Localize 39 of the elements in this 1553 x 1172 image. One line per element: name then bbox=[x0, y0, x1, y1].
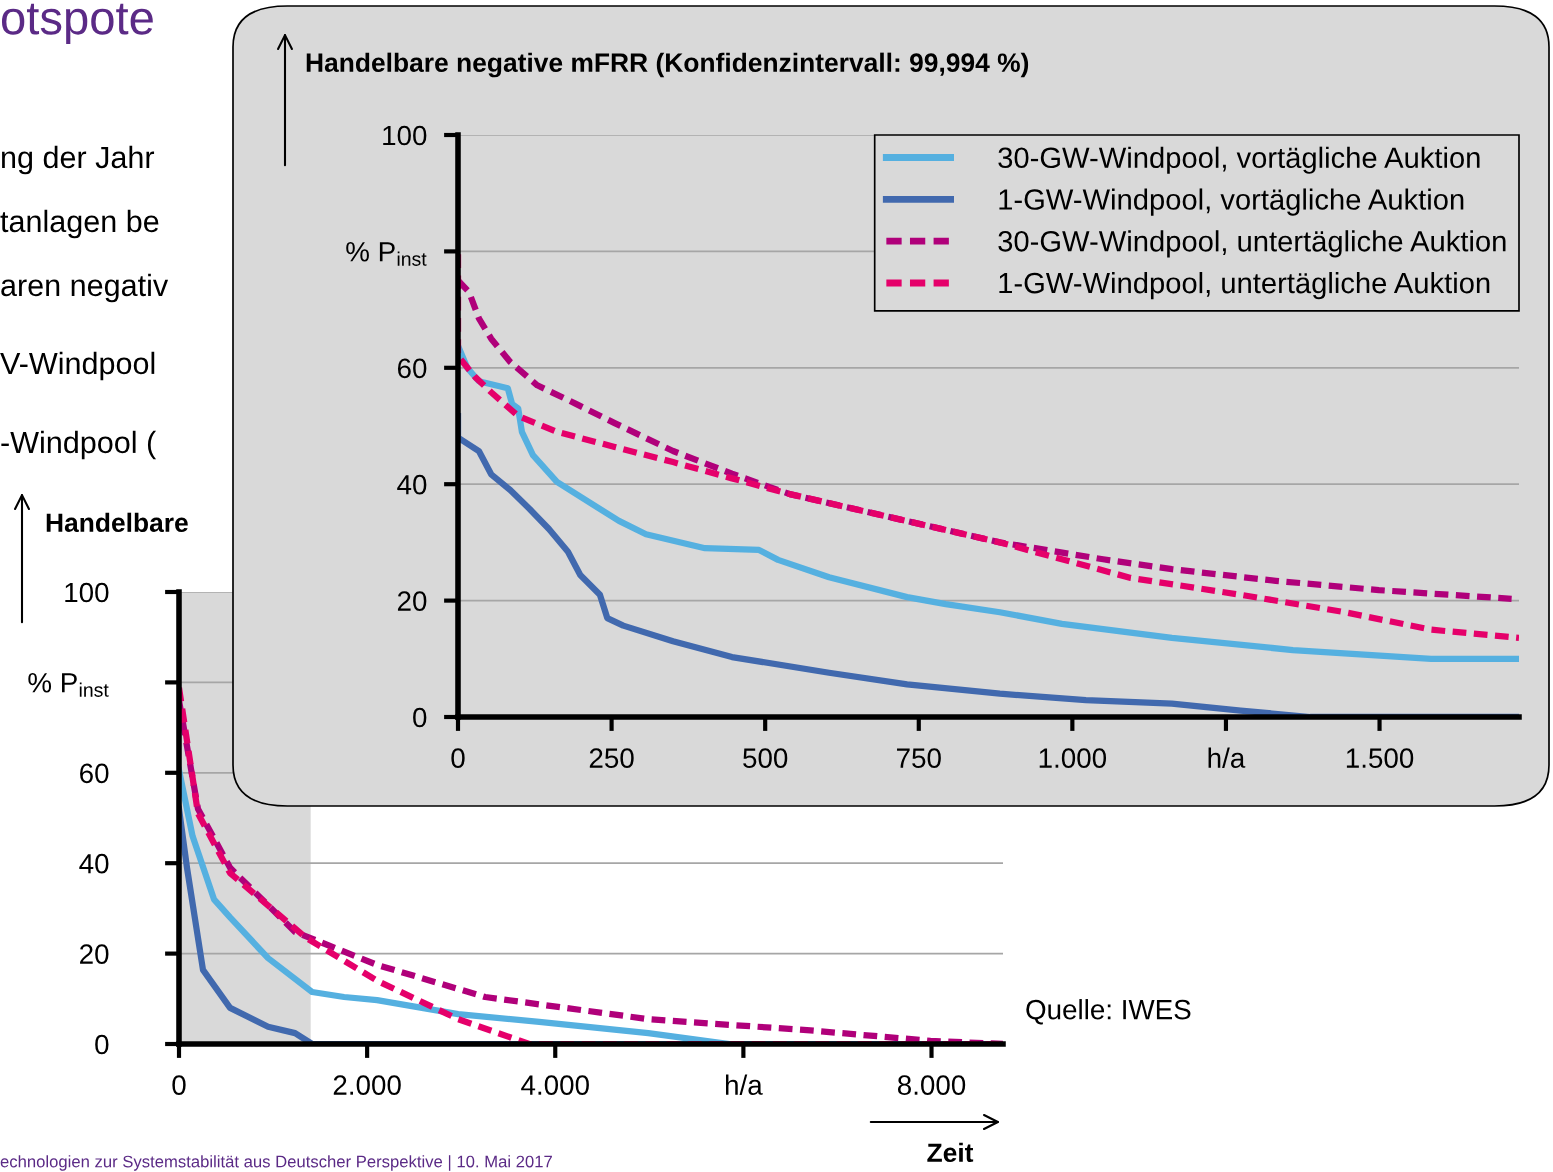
y-tick-label: % P$_{inst}$ bbox=[28, 673, 109, 697]
legend-label: 1-GW-Windpool, untertägliche Auktion bbox=[999, 271, 1490, 300]
y-tick-label: 60 bbox=[80, 763, 109, 784]
source-note: Quelle: IWES bbox=[1026, 999, 1191, 1025]
legend-label: 1-GW-Windpool, vortägliche Auktion bbox=[999, 188, 1464, 216]
y-tick-label: 60 bbox=[397, 358, 427, 379]
x-tick-label: 1.000 bbox=[1039, 748, 1107, 768]
x-tick-label: 750 bbox=[897, 748, 941, 768]
x-tick-label: 8.000 bbox=[897, 1075, 966, 1095]
text: echnologien zur Systemstabilität aus Deutscher Perspektive | 10. Mai 2017 bbox=[0, 1155, 552, 1171]
text: tanlagen be bbox=[0, 209, 159, 239]
x-axis-title: Zeit bbox=[927, 1142, 974, 1163]
x-tick-label: 2.000 bbox=[333, 1075, 401, 1095]
y-tick-label: % P$_{inst}$ bbox=[346, 242, 427, 266]
text: otspote bbox=[1, 3, 153, 45]
text: ng der Jahr bbox=[2, 145, 155, 175]
legend-label: 30-GW-Windpool, untertägliche Auktion bbox=[998, 230, 1506, 258]
y-tick-label: 0 bbox=[413, 707, 427, 728]
x-tick-label: 250 bbox=[589, 748, 634, 768]
text: V-Windpool bbox=[0, 351, 155, 381]
y-tick-label: 0 bbox=[95, 1034, 109, 1055]
x-tick-label: h/a bbox=[1208, 747, 1246, 768]
x-tick-label: 0 bbox=[172, 1075, 186, 1095]
x-tick-label: h/a bbox=[726, 1074, 763, 1095]
x-tick-label: 500 bbox=[743, 748, 788, 768]
y-tick-label: 20 bbox=[80, 944, 109, 964]
x-tick-label: 1.500 bbox=[1346, 748, 1414, 768]
y-tick-label: 40 bbox=[79, 853, 109, 874]
y-tick-label: 20 bbox=[397, 591, 427, 611]
chart-title: Handelbare negative mFRR (Konfidenzintervall: 99,994 %) bbox=[306, 52, 1029, 78]
chart-title: Handelbare bbox=[46, 512, 188, 533]
x-tick-label: 4.000 bbox=[521, 1075, 589, 1095]
y-tick-label: 40 bbox=[397, 474, 427, 495]
legend-label: 30-GW-Windpool, vortägliche Auktion bbox=[998, 146, 1480, 174]
y-tick-label: 100 bbox=[383, 125, 427, 146]
y-tick-label: 100 bbox=[65, 582, 109, 603]
text: -Windpool ( bbox=[1, 430, 157, 460]
text: aren negativ bbox=[1, 273, 169, 303]
x-tick-label: 0 bbox=[451, 748, 465, 768]
